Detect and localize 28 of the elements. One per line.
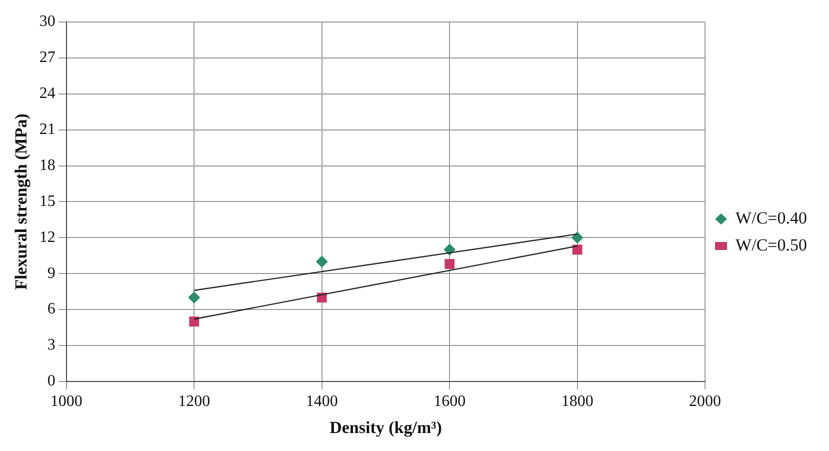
y-tick-label: 15 xyxy=(39,192,56,210)
point xyxy=(189,316,200,326)
x-tick-label: 1600 xyxy=(434,393,466,410)
y-tick-label: 3 xyxy=(47,336,56,354)
point xyxy=(572,244,582,255)
point xyxy=(444,244,456,256)
y-tick-label: 12 xyxy=(39,228,56,246)
y-tick-label: 24 xyxy=(39,85,56,102)
legend-label: W/C=0.50 xyxy=(736,235,808,254)
legend-label: W/C=0.40 xyxy=(736,208,808,228)
y-tick-label: 0 xyxy=(47,372,56,390)
y-tick-label: 9 xyxy=(47,264,56,282)
y-tick-label: 18 xyxy=(39,156,56,174)
point xyxy=(316,256,328,268)
point xyxy=(571,232,584,244)
x-tick-label: 2000 xyxy=(689,393,722,410)
y-tick-label: 27 xyxy=(39,49,56,66)
point xyxy=(188,292,200,304)
x-axis-title: Density (kg/m³) xyxy=(330,418,442,438)
y-tick-label: 21 xyxy=(39,121,56,138)
y-tick-label: 30 xyxy=(39,13,56,30)
x-tick-label: 1400 xyxy=(306,393,338,410)
y-axis-title: Flexural strength (MPa) xyxy=(12,114,31,290)
x-tick-label: 1800 xyxy=(561,393,594,410)
x-tick-label: 1000 xyxy=(50,393,82,410)
y-tick-label: 6 xyxy=(47,300,56,318)
point xyxy=(444,259,455,269)
x-tick-label: 1200 xyxy=(178,393,210,410)
